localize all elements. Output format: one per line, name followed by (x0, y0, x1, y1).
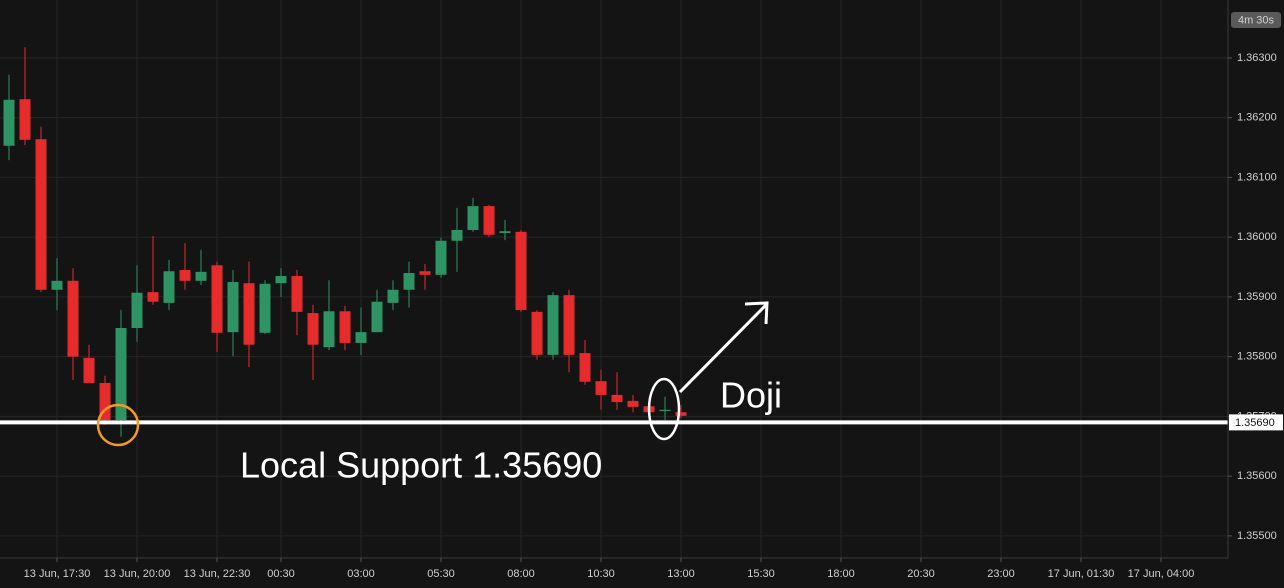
doji-annotation: Doji (720, 375, 782, 416)
x-tick-label: 05:30 (427, 568, 455, 580)
support-annotation: Local Support 1.35690 (240, 445, 602, 486)
candle-body (307, 313, 319, 345)
candle-body (339, 311, 351, 343)
x-tick-label: 00:30 (267, 568, 295, 580)
x-tick-label: 13:00 (667, 568, 695, 580)
candle-body (323, 311, 335, 348)
candle-body (531, 311, 543, 355)
x-tick-label: 08:00 (507, 568, 535, 580)
candle-body (243, 283, 255, 345)
candle-body (387, 289, 399, 303)
x-tick-label: 17 Jun, 01:30 (1048, 568, 1115, 580)
candle-body (563, 295, 575, 355)
candle-body (675, 412, 687, 416)
candle-body (179, 270, 191, 281)
y-tick-label: 1.35900 (1237, 291, 1277, 303)
candle-body (51, 280, 63, 290)
candle-body (19, 99, 31, 140)
y-tick-label: 1.36300 (1237, 52, 1277, 64)
support-circle (96, 403, 140, 447)
candle-body (195, 271, 207, 281)
candle-body (627, 400, 639, 407)
candle-body (499, 231, 511, 233)
candle-body (291, 276, 303, 312)
candle-body (115, 327, 127, 420)
candle-body (211, 265, 223, 333)
candle-body (259, 283, 271, 333)
x-tick-label: 03:00 (347, 568, 375, 580)
support-price-box (1229, 414, 1283, 431)
x-tick-label: 18:00 (827, 568, 855, 580)
x-tick-label: 20:30 (907, 568, 935, 580)
countdown: 4m 30s (1238, 14, 1275, 26)
candle-body (611, 394, 623, 403)
candle-body (99, 382, 111, 420)
candle-body (595, 381, 607, 395)
countdown-box (1231, 12, 1281, 28)
candle-body (403, 273, 415, 290)
doji-ellipse (647, 377, 681, 441)
candle-body (147, 292, 159, 302)
y-tick-label: 1.36200 (1237, 112, 1277, 124)
candle-body (419, 271, 431, 275)
x-tick-label: 13 Jun, 20:00 (104, 568, 171, 580)
arrow-head (744, 301, 769, 325)
candle-body (483, 206, 495, 235)
y-tick-label: 1.35600 (1237, 470, 1277, 482)
candle-body (163, 271, 175, 303)
y-tick-label: 1.35800 (1237, 351, 1277, 363)
candle-body (515, 231, 527, 311)
x-tick-label: 15:30 (747, 568, 775, 580)
candle-body (659, 409, 671, 412)
candles (3, 47, 687, 437)
candle-body (579, 353, 591, 382)
candle-body (227, 281, 239, 333)
candle-body (275, 276, 287, 284)
candle-body (131, 292, 143, 328)
x-tick-label: 13 Jun, 22:30 (184, 568, 251, 580)
candle-body (35, 139, 47, 290)
candle-body (3, 99, 15, 146)
x-tick-label: 23:00 (987, 568, 1015, 580)
x-tick-label: 10:30 (587, 568, 615, 580)
candle-body (451, 230, 463, 241)
y-tick-label: 1.36100 (1237, 171, 1277, 183)
candle-body (67, 280, 79, 357)
candle-body (435, 240, 447, 275)
x-tick-label: 17 Jun, 04:00 (1128, 568, 1195, 580)
support-price-label: 1.35690 (1235, 417, 1275, 429)
candle-body (371, 301, 383, 333)
candle-body (83, 357, 95, 383)
candle-body (547, 295, 559, 355)
candle-body (467, 206, 479, 231)
x-tick-label: 13 Jun, 17:30 (24, 568, 91, 580)
y-tick-label: 1.35500 (1237, 530, 1277, 542)
y-tick-label: 1.36000 (1237, 231, 1277, 243)
arrow-shaft (678, 303, 768, 394)
candle-body (355, 332, 367, 343)
